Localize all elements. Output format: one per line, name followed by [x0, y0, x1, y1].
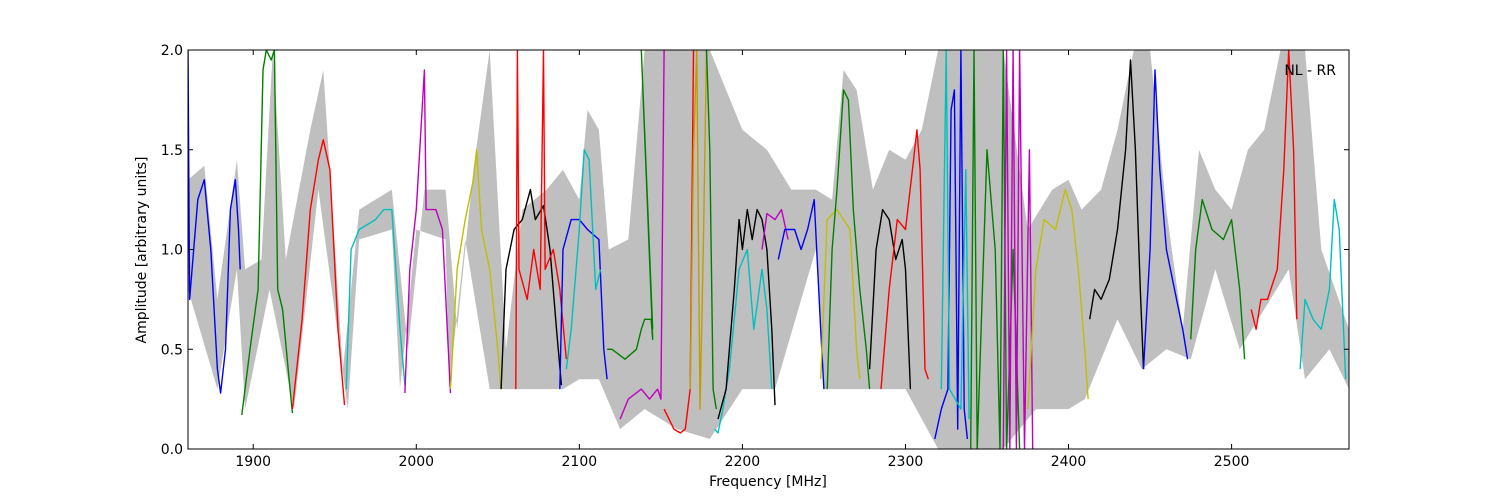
series-line-0: [188, 50, 241, 394]
y-axis-title: Amplitude [arbitrary units]: [134, 157, 150, 344]
y-tick-label: 2.0: [161, 43, 183, 59]
series-line-31: [1250, 50, 1298, 330]
series-line-3: [345, 208, 406, 390]
series-line-15: [714, 248, 773, 434]
series-line-9: [565, 149, 602, 370]
x-tick-label: 2200: [725, 454, 761, 470]
series-line-1: [241, 50, 294, 416]
ticks: 1900 2000 2100 2200 2300 2400 2500 0.0 0.5 1.0 1.5…: [161, 43, 1349, 470]
series-line-32: [1299, 198, 1347, 380]
background-band: [188, 50, 1349, 449]
series-line-28: [1089, 59, 1145, 370]
series-line-11: [619, 50, 665, 420]
annotation-label: NL - RR: [1284, 63, 1336, 79]
series-line-21: [868, 208, 912, 390]
series-line-16: [717, 208, 776, 420]
series-line-7: [515, 50, 567, 390]
x-tick-label: 2000: [398, 454, 434, 470]
y-tick-label: 1.5: [161, 143, 183, 159]
series-line-27: [1027, 188, 1089, 410]
series-line-20: [826, 89, 871, 390]
series-line-8: [559, 218, 608, 390]
series-line-29: [1142, 69, 1189, 370]
series-line-5: [449, 149, 502, 390]
series-line-10: [607, 50, 654, 360]
y-tick-label: 0.5: [161, 342, 183, 358]
series-line-25: [970, 50, 1021, 449]
series-line-24: [940, 50, 970, 420]
series-line-30: [1190, 198, 1246, 360]
x-tick-label: 1900: [235, 454, 271, 470]
y-tick-label: 0.0: [161, 442, 183, 458]
series-line-13: [689, 50, 708, 410]
series-layer: [188, 50, 1347, 449]
series-line-2: [291, 139, 346, 410]
series-line-17: [761, 208, 789, 250]
series-line-6: [500, 188, 563, 390]
x-axis-title: Frequency [MHz]: [709, 474, 827, 490]
series-line-19: [820, 208, 861, 380]
x-tick-label: 2300: [888, 454, 924, 470]
y-tick-label: 1.0: [161, 243, 183, 259]
background-band-area: [188, 50, 1349, 449]
series-line-18: [777, 198, 825, 390]
series-line-26: [1002, 50, 1034, 449]
x-tick-label: 2100: [562, 454, 598, 470]
series-line-14: [705, 50, 717, 410]
x-tick-label: 2500: [1214, 454, 1250, 470]
x-tick-label: 2400: [1051, 454, 1087, 470]
series-line-4: [404, 69, 452, 394]
series-line-22: [880, 129, 929, 390]
